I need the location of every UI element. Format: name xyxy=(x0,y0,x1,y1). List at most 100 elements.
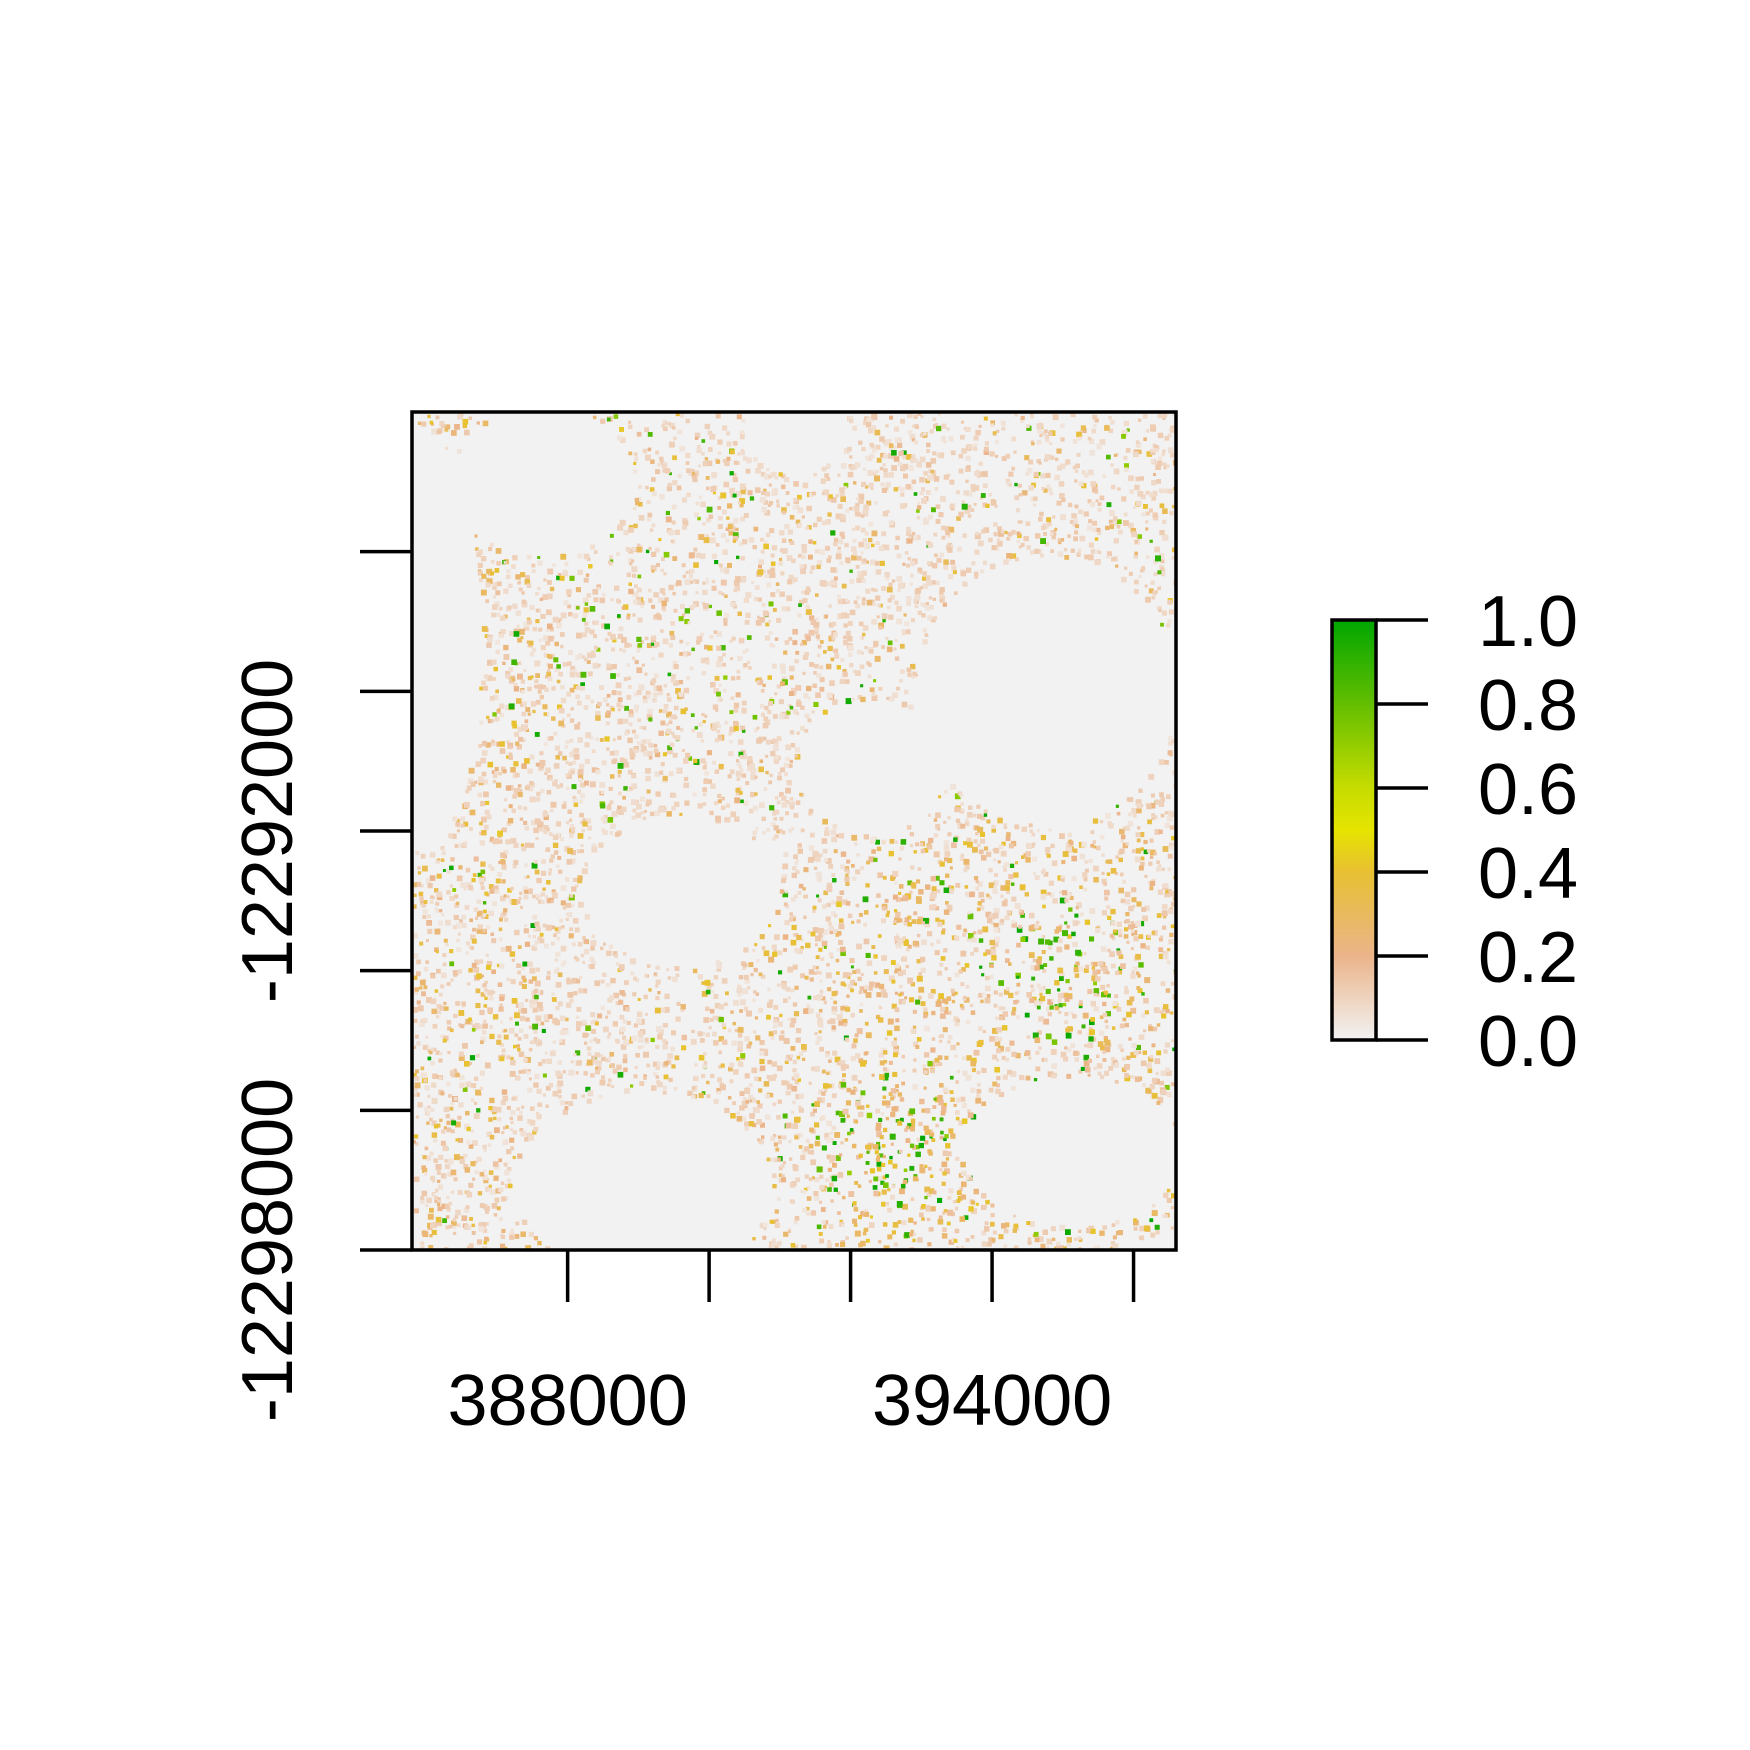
raster-cell xyxy=(733,707,739,713)
raster-cell xyxy=(486,715,490,720)
raster-cell xyxy=(936,557,942,563)
raster-cell xyxy=(490,836,494,841)
raster-cell xyxy=(899,991,904,996)
raster-cell xyxy=(435,415,440,420)
raster-cell xyxy=(448,1094,452,1098)
raster-cell xyxy=(537,560,543,566)
raster-cell xyxy=(425,878,432,884)
raster-cell xyxy=(496,963,501,968)
raster-cell xyxy=(995,454,999,458)
raster-cell xyxy=(416,881,422,887)
raster-cell xyxy=(416,1000,421,1005)
raster-cell xyxy=(1115,804,1119,808)
raster-cell xyxy=(491,1203,498,1209)
raster-cell xyxy=(501,864,507,870)
raster-cell xyxy=(808,845,815,851)
raster-cell xyxy=(720,492,727,499)
raster-cell xyxy=(651,642,658,649)
raster-cell xyxy=(520,703,523,707)
raster-cell xyxy=(461,922,467,928)
raster-cell xyxy=(530,701,537,707)
raster-cell xyxy=(735,527,739,532)
raster-cell xyxy=(454,894,459,899)
raster-cell xyxy=(959,1216,966,1222)
raster-cell xyxy=(449,865,454,871)
raster-cell xyxy=(701,712,705,717)
raster-cell xyxy=(480,1222,487,1228)
raster-cell xyxy=(868,537,873,543)
raster-cell xyxy=(785,1057,789,1062)
raster-cell xyxy=(553,850,558,855)
raster-cell xyxy=(584,758,590,765)
raster-cell xyxy=(545,640,551,646)
raster-cell xyxy=(984,997,991,1004)
raster-cell xyxy=(753,457,758,462)
raster-cell xyxy=(791,924,797,931)
raster-cell xyxy=(575,1015,579,1019)
raster-cell xyxy=(571,784,577,790)
raster-cell xyxy=(837,546,841,550)
raster-cell xyxy=(525,728,530,732)
raster-cell xyxy=(471,878,476,883)
raster-cell xyxy=(832,1010,837,1015)
raster-cell xyxy=(866,1150,870,1154)
raster-cell xyxy=(701,1031,705,1036)
raster-cell xyxy=(895,897,901,902)
raster-cell xyxy=(737,1040,743,1047)
raster-cell xyxy=(915,1144,920,1150)
raster-cell xyxy=(1036,829,1040,833)
raster-cell xyxy=(755,468,761,474)
raster-cell xyxy=(795,711,799,716)
raster-cell xyxy=(496,741,502,747)
raster-cell xyxy=(622,952,627,956)
raster-cell xyxy=(993,858,997,862)
raster-cell xyxy=(968,1177,973,1181)
raster-cell xyxy=(610,774,615,779)
raster-cell xyxy=(521,975,526,980)
raster-cell xyxy=(458,1137,464,1143)
raster-cell xyxy=(848,972,852,976)
raster-cell xyxy=(743,597,749,603)
raster-cell xyxy=(1052,1237,1056,1241)
raster-cell xyxy=(1116,921,1122,927)
raster-cell xyxy=(1169,891,1176,897)
raster-cell xyxy=(800,705,805,710)
raster-cell xyxy=(625,547,631,552)
raster-cell xyxy=(1153,852,1157,856)
raster-cell xyxy=(938,795,942,799)
raster-cell xyxy=(683,758,689,764)
raster-cell xyxy=(913,492,918,496)
raster-cell xyxy=(843,639,849,646)
raster-cell xyxy=(509,1137,515,1143)
raster-cell xyxy=(754,775,758,779)
raster-cell xyxy=(985,1199,990,1205)
raster-cell xyxy=(718,1016,724,1023)
raster-cell xyxy=(868,521,874,527)
raster-cell xyxy=(1078,509,1083,515)
raster-cell xyxy=(524,863,529,868)
raster-cell xyxy=(1144,977,1151,984)
raster-cell xyxy=(503,1034,509,1040)
raster-cell xyxy=(960,802,964,806)
raster-cell xyxy=(493,582,498,587)
raster-cell xyxy=(759,759,764,763)
raster-cell xyxy=(887,1207,893,1213)
raster-cell xyxy=(510,1059,516,1066)
raster-cell xyxy=(437,858,441,862)
raster-cell xyxy=(945,901,949,905)
raster-cell xyxy=(494,770,499,775)
raster-cell xyxy=(718,590,722,595)
raster-cell xyxy=(890,1112,896,1118)
raster-cell xyxy=(816,653,821,658)
raster-cell xyxy=(1140,1013,1146,1018)
raster-cell xyxy=(961,1056,966,1061)
raster-cell xyxy=(1005,949,1010,954)
raster-cell xyxy=(936,939,941,944)
raster-cell xyxy=(987,918,993,924)
raster-cell xyxy=(583,949,590,955)
raster-cell xyxy=(934,553,938,558)
raster-cell xyxy=(489,889,495,894)
raster-cell xyxy=(837,1172,844,1178)
raster-cell xyxy=(468,885,473,890)
raster-cell xyxy=(873,679,877,683)
